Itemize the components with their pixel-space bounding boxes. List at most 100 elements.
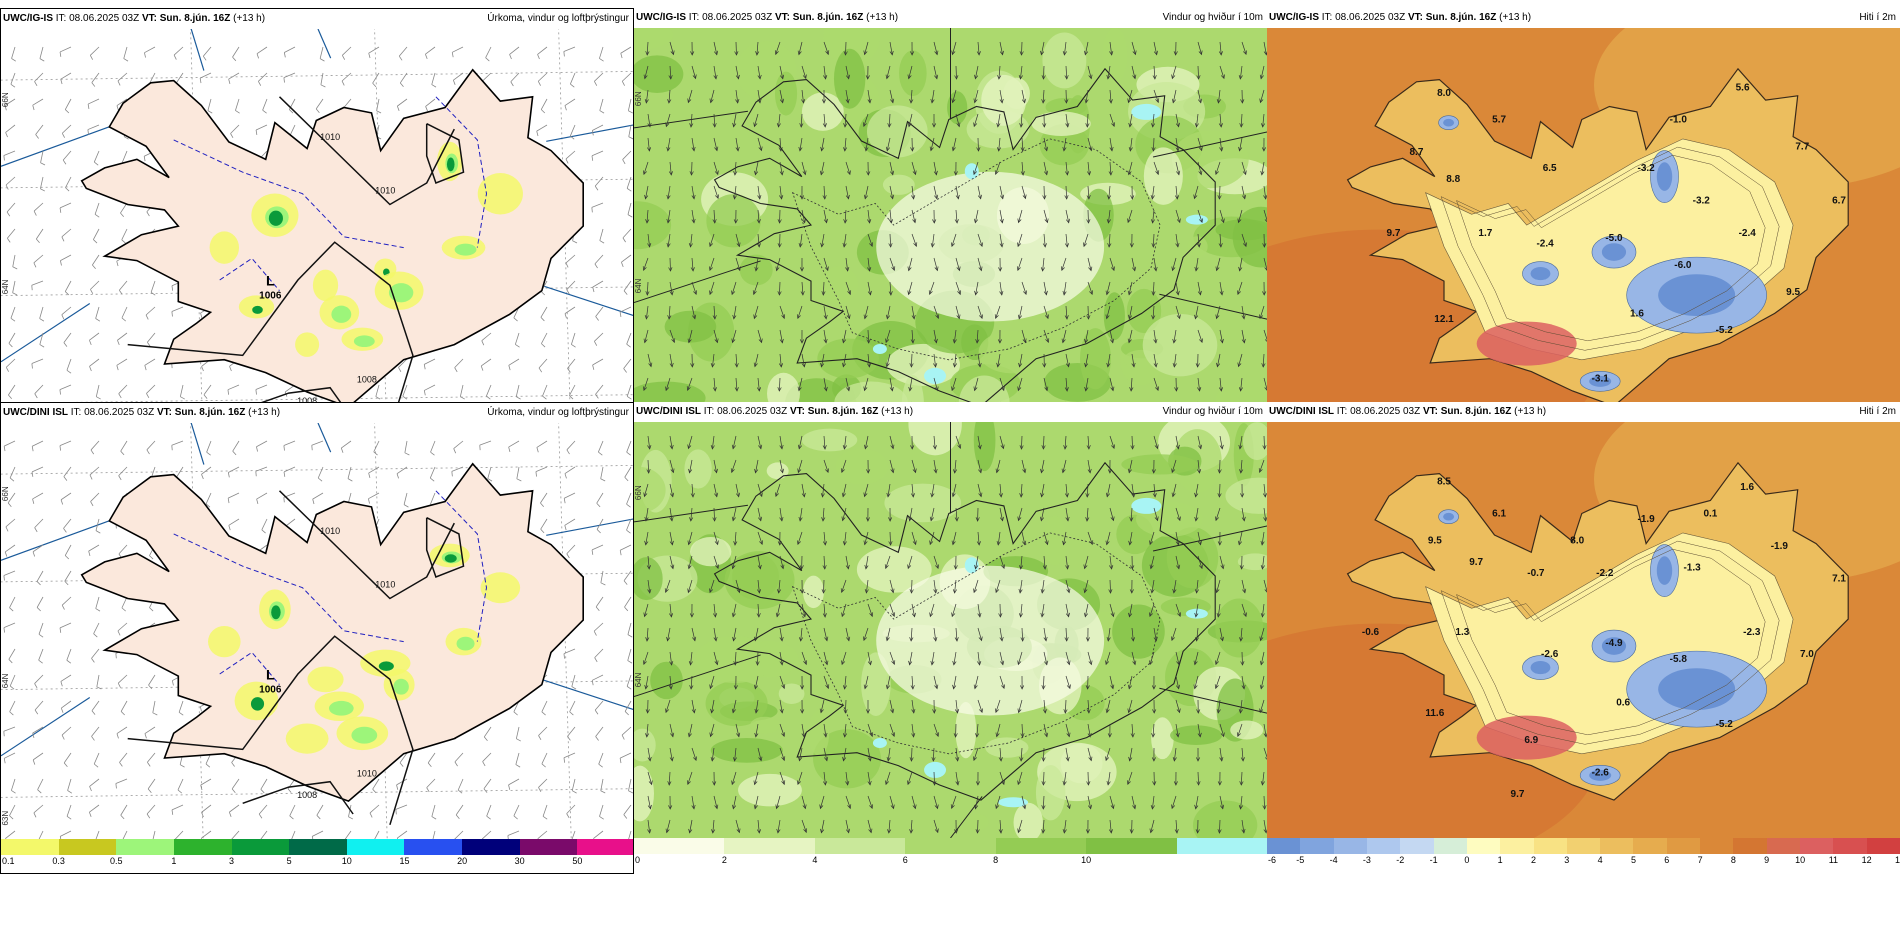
run-info: UWC/IG-IS IT: 08.06.2025 03Z VT: Sun. 8.… (1269, 8, 1531, 28)
legend-tick-label: -4 (1329, 855, 1338, 865)
lead-time: (+13 h) (1514, 406, 1547, 417)
valid-time: Sun. 8.jún. 16Z (792, 12, 864, 23)
legend-swatch (1400, 838, 1434, 854)
temperature-value: 8.7 (1410, 147, 1424, 158)
geo-lines (1, 423, 633, 757)
latitude-label: 63N (1, 811, 10, 826)
temperature-value: -3.1 (1592, 373, 1610, 384)
isobar-label: 1010 (320, 526, 340, 536)
temperature-value: 8.8 (1446, 174, 1460, 185)
temperature-legend: -6-5-4-3-2-1012345678910111213 (1267, 838, 1900, 872)
temperature-value: 11.6 (1425, 708, 1444, 719)
precip-legend: 0.1 0.3 0.5 1 3 5 10 15 20 30 50 (1, 839, 633, 873)
model-name: UWC/IG-IS (1269, 12, 1319, 23)
temperature-value: 5.7 (1492, 115, 1506, 126)
temperature-value: 0.1 (1703, 509, 1717, 520)
temperature-value: 9.7 (1469, 557, 1483, 568)
temperature-value: 8.0 (1437, 88, 1451, 99)
legend-tick-label: -1 (1429, 855, 1438, 865)
model-name: UWC/DINI ISL (3, 407, 68, 418)
run-info: UWC/DINI ISL IT: 08.06.2025 03Z VT: Sun.… (1269, 402, 1546, 422)
latitude-label: 66N (634, 91, 643, 106)
isobar-label: 1008 (357, 374, 377, 384)
latitude-label: 64N (634, 672, 643, 687)
legend-tick-label: 0.3 (52, 856, 65, 866)
temperature-value: -6.0 (1674, 260, 1692, 271)
legend-swatch (1433, 838, 1467, 854)
region-boundary (791, 532, 1161, 755)
legend-swatch (1333, 838, 1367, 854)
temperature-value: -5.0 (1605, 233, 1623, 244)
temperature-value: 1.6 (1740, 482, 1754, 493)
legend-swatch (1086, 838, 1177, 854)
model-name: UWC/DINI ISL (636, 406, 701, 417)
temperature-value: 7.7 (1795, 142, 1809, 153)
init-time: 08.06.2025 03Z (1350, 406, 1421, 417)
temperature-value: -2.4 (1739, 228, 1757, 239)
legend-tick-label: 4 (812, 855, 818, 865)
parameter-label: Úrkoma, vindur og loftþrýstingur (487, 407, 629, 418)
legend-swatch (1300, 838, 1334, 854)
init-time-label: IT: (688, 12, 700, 23)
calm-interior (876, 171, 1105, 322)
init-time: 08.06.2025 03Z (69, 13, 140, 24)
valid-time-label: VT: (1407, 12, 1423, 23)
low-pressure-letter: L (266, 666, 275, 682)
legend-tick-label: 2 (1530, 855, 1537, 865)
legend-swatch (1267, 838, 1301, 854)
legend-swatch (462, 839, 520, 855)
init-time-label: IT: (1321, 12, 1333, 23)
temperature-value: 6.9 (1524, 735, 1538, 746)
panel-title-bar: UWC/IG-IS IT: 08.06.2025 03Z VT: Sun. 8.… (1, 9, 633, 29)
model-name: UWC/IG-IS (3, 13, 53, 24)
temperature-value: 9.5 (1428, 536, 1442, 547)
legend-tick-label: 5 (286, 856, 292, 866)
wind-arrows (642, 41, 1267, 440)
temperature-value: -4.9 (1605, 638, 1623, 649)
valid-time-label: VT: (789, 406, 805, 417)
lead-time: (+13 h) (881, 406, 914, 417)
legend-swatch (1, 839, 59, 855)
precip-areas (209, 141, 523, 357)
temperature-value: -2.3 (1743, 627, 1761, 638)
panel-title-bar: UWC/DINI ISL IT: 08.06.2025 03Z VT: Sun.… (634, 402, 1267, 422)
temperature-value: 8.5 (1437, 476, 1451, 487)
legend-swatch (724, 838, 815, 854)
legend-tick-label: 11 (1828, 855, 1839, 865)
legend-swatch (995, 838, 1087, 854)
legend-tick-label: 20 (457, 856, 468, 866)
temperature-value: 9.5 (1786, 287, 1800, 298)
panel-title-bar: UWC/IG-IS IT: 08.06.2025 03Z VT: Sun. 8.… (1267, 8, 1900, 28)
dashed-isolines (173, 490, 488, 686)
temperature-value: -5.8 (1670, 654, 1688, 665)
init-time-label: IT: (55, 13, 67, 24)
valid-time: Sun. 8.jún. 16Z (159, 13, 231, 24)
temp-panel-row-2: UWC/DINI ISL IT: 08.06.2025 03Z VT: Sun.… (1267, 402, 1900, 874)
legend-swatch (519, 839, 578, 855)
legend-tick-label: 0.1 (2, 856, 15, 866)
model-name: UWC/IG-IS (636, 12, 686, 23)
run-info: UWC/DINI ISL IT: 08.06.2025 03Z VT: Sun.… (3, 403, 280, 423)
legend-tick-label: 13 (1894, 855, 1900, 865)
isobar-label: 1008 (297, 396, 317, 406)
valid-time-label: VT: (774, 12, 790, 23)
legend-tick-label: 10 (341, 856, 352, 866)
valid-time: Sun. 8.jún. 16Z (1425, 12, 1497, 23)
legend-color-bar (1, 839, 633, 855)
valid-time: Sun. 8.jún. 16Z (174, 407, 246, 418)
init-time-label: IT: (1336, 406, 1348, 417)
temperature-value: -2.2 (1596, 568, 1614, 579)
temperature-value: 0.6 (1616, 697, 1630, 708)
legend-tick-label: 7 (1697, 855, 1703, 865)
temperature-values: 8.0 5.6 5.7 -1.0 8.7 7.7 6.5 -3.2 8.8 6.7 -3.2 9.7 1… (1387, 82, 1847, 384)
legend-tick-label: 30 (514, 856, 525, 866)
run-info: UWC/IG-IS IT: 08.06.2025 03Z VT: Sun. 8.… (636, 8, 898, 28)
isobar-label: 1010 (320, 132, 340, 142)
isobar-label: 1010 (357, 768, 377, 778)
legend-tick-label: 0.5 (110, 856, 123, 866)
parameter-label: Vindur og hviður í 10m (1162, 406, 1263, 417)
temperature-value: -1.0 (1670, 115, 1688, 126)
latitude-label: 66N (634, 485, 643, 500)
low-pressure-letter: L (266, 272, 275, 288)
legend-tick-label: -2 (1396, 855, 1405, 865)
